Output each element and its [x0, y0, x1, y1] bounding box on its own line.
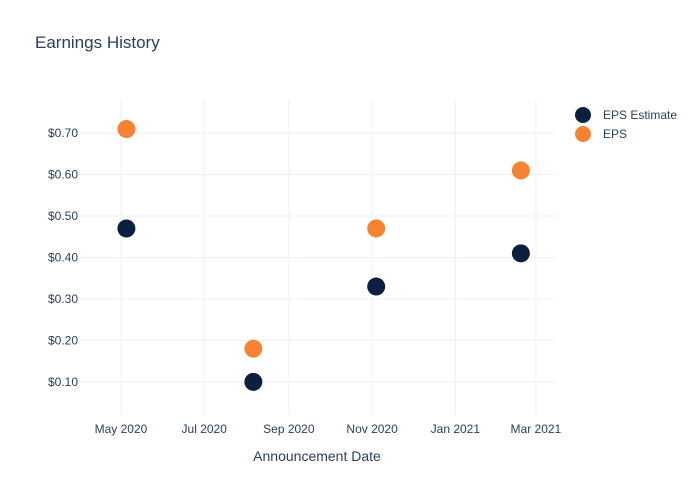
data-point[interactable]	[244, 339, 263, 358]
legend-marker-icon	[575, 107, 591, 123]
y-tick-label: $0.20	[48, 333, 78, 347]
data-point[interactable]	[117, 120, 136, 139]
y-tick-label: $0.70	[48, 126, 78, 140]
legend-label: EPS Estimate	[603, 108, 677, 122]
y-tick-label: $0.40	[48, 251, 78, 265]
legend[interactable]: EPS Estimate EPS	[575, 107, 677, 142]
data-points	[117, 120, 530, 391]
data-point[interactable]	[367, 277, 386, 296]
chart-title: Earnings History	[35, 33, 160, 52]
data-point[interactable]	[117, 219, 136, 238]
legend-item[interactable]: EPS Estimate	[575, 107, 677, 123]
x-tick-label: Jul 2020	[182, 422, 228, 436]
x-axis-ticks: May 2020 Jul 2020 Sep 2020 Nov 2020 Jan 2021…	[95, 422, 562, 436]
gridlines	[80, 100, 555, 415]
x-tick-label: Mar 2021	[511, 422, 562, 436]
x-tick-label: May 2020	[95, 422, 148, 436]
x-tick-label: Jan 2021	[431, 422, 481, 436]
legend-marker-icon	[575, 126, 591, 142]
data-point[interactable]	[367, 219, 386, 238]
legend-item[interactable]: EPS	[575, 126, 627, 142]
legend-label: EPS	[603, 127, 627, 141]
y-tick-label: $0.60	[48, 168, 78, 182]
x-tick-label: Sep 2020	[263, 422, 315, 436]
data-point[interactable]	[511, 161, 530, 180]
data-point[interactable]	[511, 244, 530, 263]
data-point[interactable]	[244, 372, 263, 391]
x-axis-title: Announcement Date	[253, 448, 381, 464]
y-tick-label: $0.30	[48, 292, 78, 306]
y-axis-ticks: $0.10 $0.20 $0.30 $0.40 $0.50 $0.60 $0.70	[48, 126, 78, 389]
x-tick-label: Nov 2020	[346, 422, 398, 436]
y-tick-label: $0.50	[48, 209, 78, 223]
series-eps-estimate	[117, 219, 530, 391]
series-eps	[117, 120, 530, 358]
y-tick-label: $0.10	[48, 375, 78, 389]
